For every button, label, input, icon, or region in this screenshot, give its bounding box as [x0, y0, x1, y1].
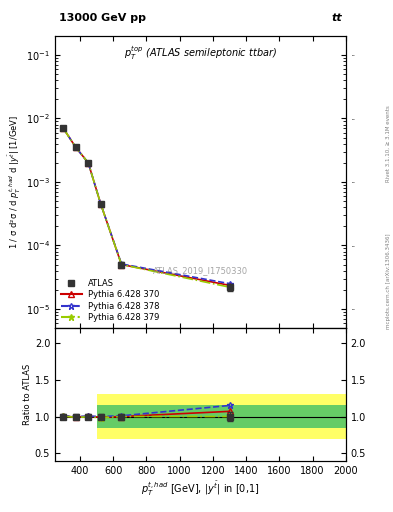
- Text: 13000 GeV pp: 13000 GeV pp: [59, 13, 146, 23]
- Bar: [97, 394, 346, 439]
- X-axis label: $p_T^{t,had}$ [GeV], $|y^{\bar{t}}|$ in [0,1]: $p_T^{t,had}$ [GeV], $|y^{\bar{t}}|$ in …: [141, 480, 260, 498]
- Y-axis label: 1 / σ d²σ / d $p_T^{t,had}$ d $|y^{\bar{t}}|$ [1/GeV]: 1 / σ d²σ / d $p_T^{t,had}$ d $|y^{\bar{…: [7, 115, 23, 249]
- Text: $p_T^{top}$ (ATLAS semileptonic ttbar): $p_T^{top}$ (ATLAS semileptonic ttbar): [124, 45, 277, 62]
- Text: tt: tt: [331, 13, 342, 23]
- Text: Rivet 3.1.10, ≥ 3.1M events: Rivet 3.1.10, ≥ 3.1M events: [386, 105, 391, 182]
- Text: ATLAS_2019_I1750330: ATLAS_2019_I1750330: [153, 266, 248, 275]
- Y-axis label: Ratio to ATLAS: Ratio to ATLAS: [23, 364, 32, 425]
- Bar: [97, 406, 346, 428]
- Text: mcplots.cern.ch [arXiv:1306.3436]: mcplots.cern.ch [arXiv:1306.3436]: [386, 234, 391, 329]
- Legend: ATLAS, Pythia 6.428 370, Pythia 6.428 378, Pythia 6.428 379: ATLAS, Pythia 6.428 370, Pythia 6.428 37…: [59, 277, 162, 324]
